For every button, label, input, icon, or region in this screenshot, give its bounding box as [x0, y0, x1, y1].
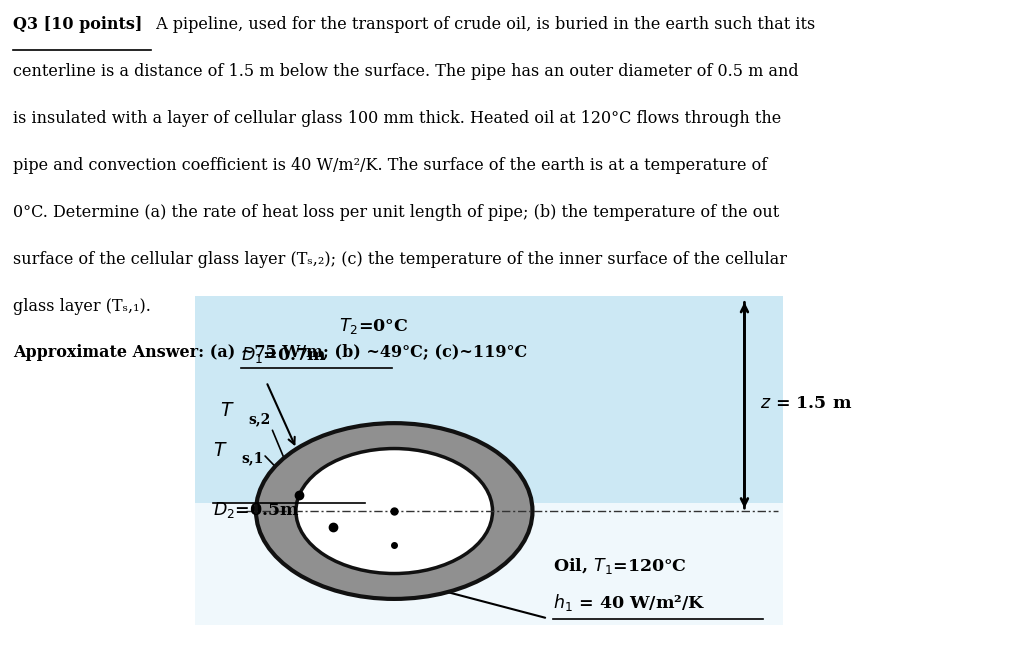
- Text: $\mathit{T}$$_2$=0°C: $\mathit{T}$$_2$=0°C: [339, 316, 409, 336]
- Text: is insulated with a layer of cellular glass 100 mm thick. Heated oil at 120°C fl: is insulated with a layer of cellular gl…: [13, 110, 781, 127]
- Text: Q3 [10 points]: Q3 [10 points]: [13, 16, 142, 33]
- Text: $\mathit{D}$$_1$=0.7m: $\mathit{D}$$_1$=0.7m: [241, 345, 326, 365]
- Text: centerline is a distance of 1.5 m below the surface. The pipe has an outer diame: centerline is a distance of 1.5 m below …: [13, 63, 799, 80]
- Text: pipe and convection coefficient is 40 W/m²/K. The surface of the earth is at a t: pipe and convection coefficient is 40 W/…: [13, 157, 768, 174]
- Bar: [195, 296, 783, 503]
- Text: s,1: s,1: [242, 452, 264, 465]
- Bar: [195, 296, 783, 625]
- Text: $\mathit{T}$: $\mathit{T}$: [213, 442, 227, 460]
- Text: surface of the cellular glass layer (Tₛ,₂); (c) the temperature of the inner sur: surface of the cellular glass layer (Tₛ,…: [13, 251, 787, 268]
- Text: s,2: s,2: [249, 412, 271, 426]
- Text: Approximate Answer: (a) ~75 W/m; (b) ~49°C; (c)~119°C: Approximate Answer: (a) ~75 W/m; (b) ~49…: [13, 344, 527, 361]
- Text: $\mathit{D}$$_2$=0.5m: $\mathit{D}$$_2$=0.5m: [213, 500, 300, 520]
- Text: $z$ = 1.5 m: $z$ = 1.5 m: [760, 395, 852, 412]
- Circle shape: [296, 449, 493, 574]
- Text: A pipeline, used for the transport of crude oil, is buried in the earth such tha: A pipeline, used for the transport of cr…: [151, 16, 815, 33]
- Text: $\mathit{T}$: $\mathit{T}$: [220, 402, 234, 421]
- Text: 0°C. Determine (a) the rate of heat loss per unit length of pipe; (b) the temper: 0°C. Determine (a) the rate of heat loss…: [13, 204, 779, 221]
- Circle shape: [256, 423, 532, 599]
- Text: glass layer (Tₛ,₁).: glass layer (Tₛ,₁).: [13, 298, 152, 314]
- Text: Oil, $\mathit{T}$$_1$=120°C: Oil, $\mathit{T}$$_1$=120°C: [553, 556, 687, 576]
- Text: $\mathit{h}$$_1$ = 40 W/m²/K: $\mathit{h}$$_1$ = 40 W/m²/K: [553, 592, 706, 613]
